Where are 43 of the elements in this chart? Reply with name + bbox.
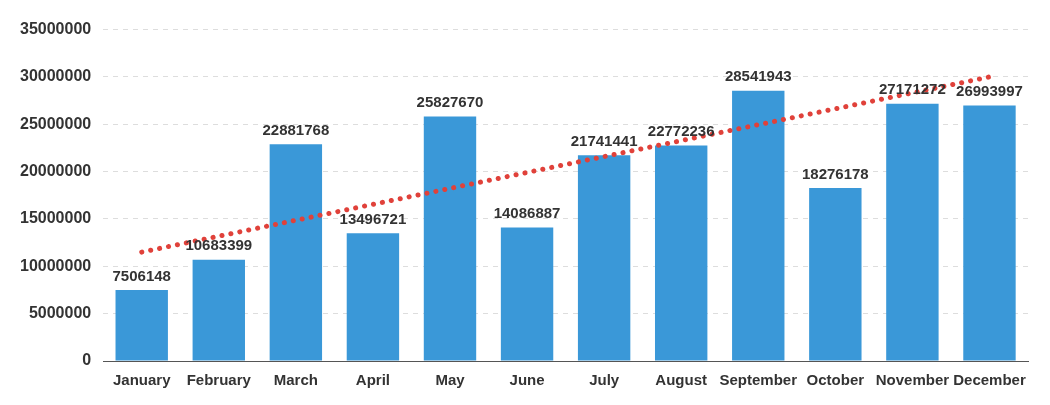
y-tick-label: 25000000	[20, 114, 92, 132]
bar	[500, 227, 554, 361]
x-tick-label: January	[112, 371, 172, 389]
x-tick-label: May	[435, 371, 466, 389]
data-label: 22881768	[262, 120, 330, 138]
x-tick-label: December	[953, 371, 1026, 389]
bar	[732, 90, 785, 361]
bar	[577, 155, 631, 361]
bar	[809, 187, 862, 361]
data-label: 7506148	[112, 266, 171, 284]
data-label: 26993997	[956, 82, 1023, 100]
y-tick-label: 15000000	[20, 209, 92, 227]
x-tick-label: November	[875, 371, 950, 389]
bar	[423, 116, 477, 361]
y-tick-label: 0	[82, 351, 92, 369]
bar	[269, 144, 323, 361]
y-tick-label: 20000000	[20, 162, 92, 180]
y-tick-label: 5000000	[28, 304, 92, 322]
bar	[115, 289, 168, 361]
bar	[346, 233, 400, 361]
bar	[886, 103, 939, 361]
data-label: 22772236	[647, 122, 715, 140]
y-tick-label: 10000000	[20, 256, 92, 274]
x-tick-label: February	[186, 371, 252, 389]
x-tick-label: April	[355, 371, 391, 389]
x-tick-label: September	[719, 371, 798, 389]
data-label: 28541943	[724, 67, 792, 85]
x-tick-label: June	[509, 371, 545, 389]
x-tick-label: October	[806, 371, 865, 389]
data-label: 14086887	[493, 204, 561, 222]
x-tick-label: August	[655, 371, 708, 389]
x-tick-label: March	[273, 371, 318, 389]
bar	[654, 145, 708, 361]
data-label: 18276178	[801, 164, 869, 182]
bar	[192, 259, 245, 361]
y-tick-label: 35000000	[20, 20, 92, 38]
data-label: 21741441	[570, 131, 638, 149]
y-tick-label: 30000000	[20, 67, 92, 85]
x-tick-label: July	[589, 371, 620, 389]
data-label: 25827670	[416, 93, 484, 111]
bar	[963, 105, 1016, 361]
data-label: 13496721	[339, 209, 407, 227]
data-label: 10683399	[185, 236, 253, 254]
